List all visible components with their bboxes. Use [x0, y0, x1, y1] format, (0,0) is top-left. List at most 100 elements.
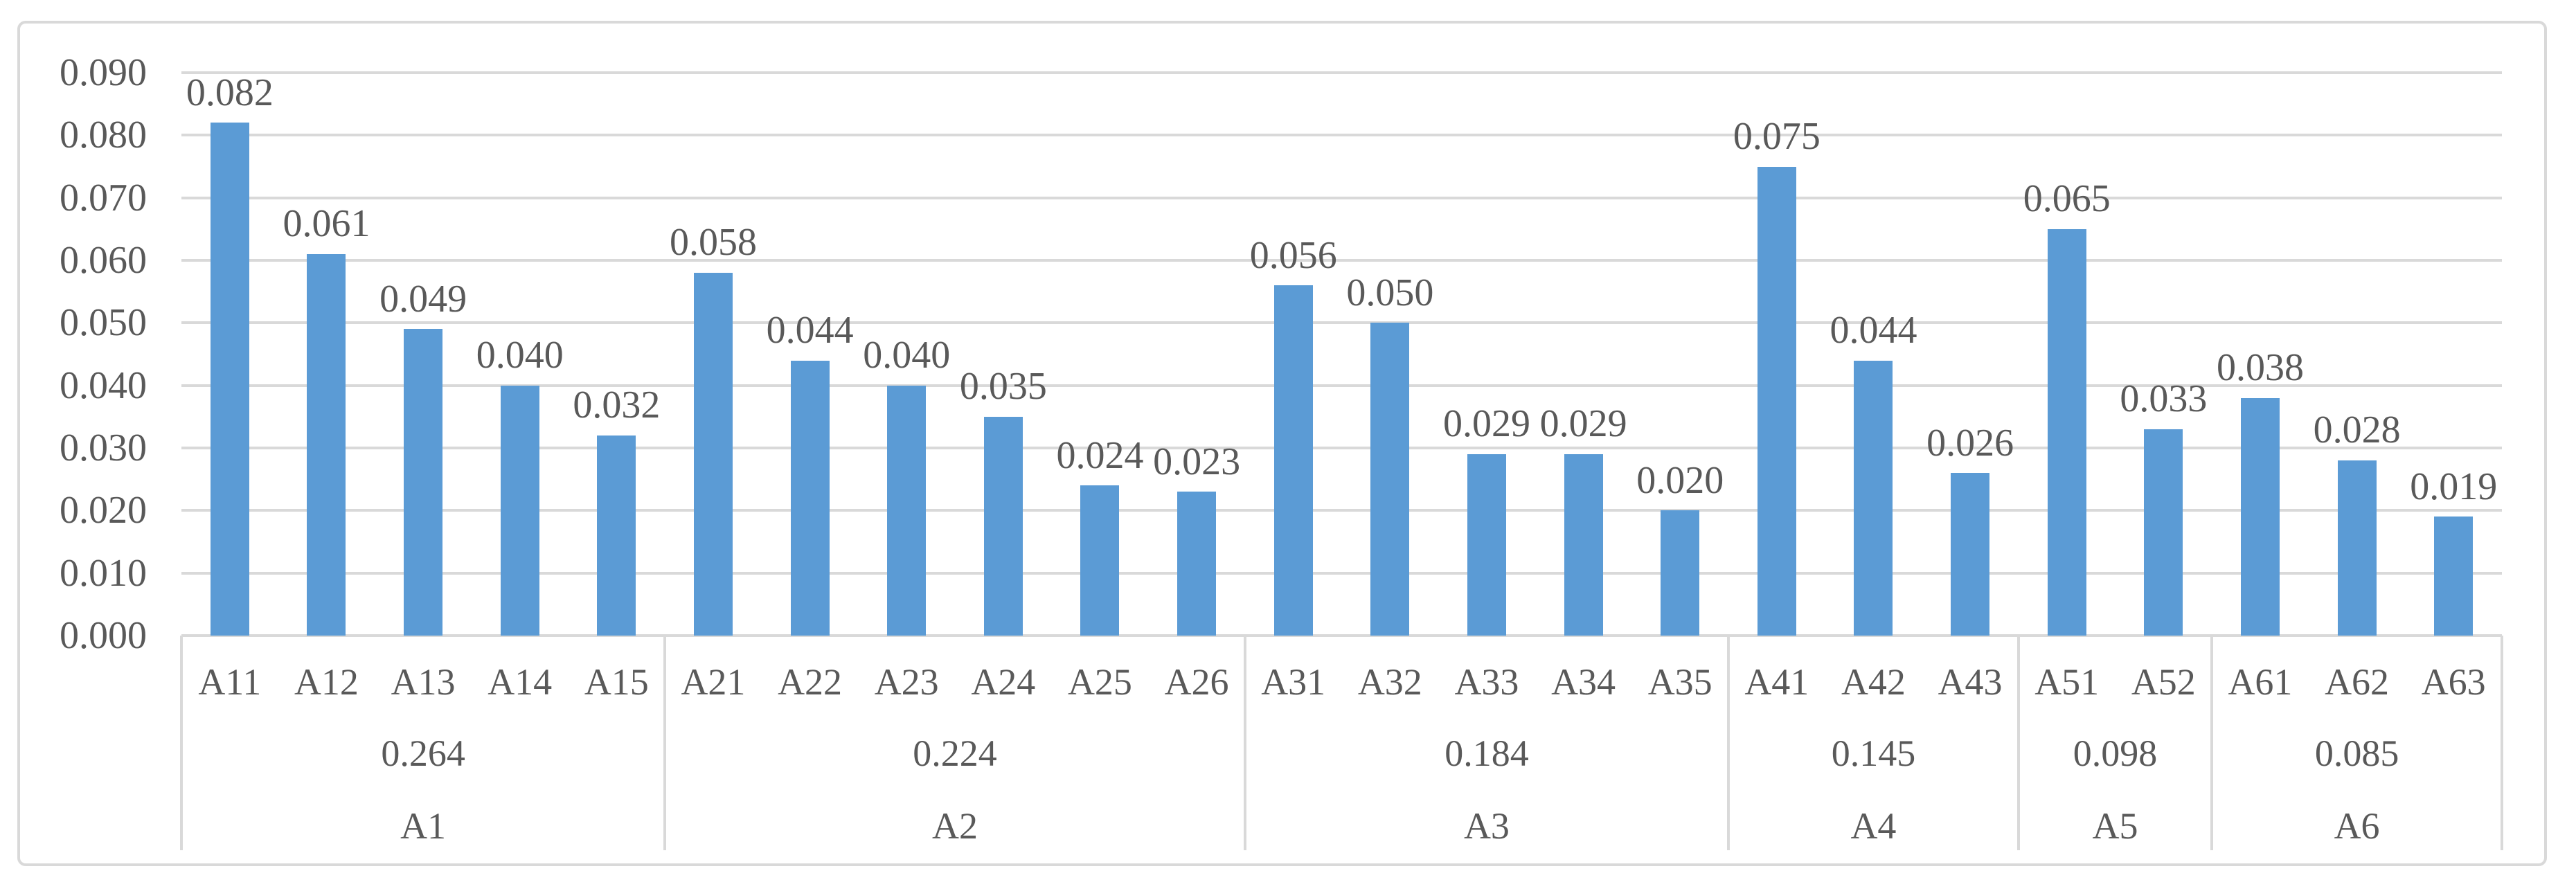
- bar-A43: [1951, 473, 1990, 636]
- group-total-A3: 0.184: [1444, 733, 1529, 774]
- group-name-A1: A1: [400, 805, 447, 847]
- category-separator: [1243, 636, 1246, 850]
- gridline: [181, 571, 2502, 575]
- category-label-A21: A21: [681, 661, 746, 703]
- group-total-A1: 0.264: [381, 733, 465, 774]
- category-label-A31: A31: [1261, 661, 1326, 703]
- bar-A24: [983, 416, 1023, 636]
- category-label-A41: A41: [1744, 661, 1809, 703]
- category-label-A14: A14: [488, 661, 553, 703]
- bar-A15: [597, 435, 636, 636]
- y-tick-label: 0.070: [60, 176, 147, 219]
- y-tick-label: 0.050: [60, 301, 147, 345]
- data-label-A24: 0.035: [959, 365, 1047, 408]
- category-label-A26: A26: [1164, 661, 1229, 703]
- category-label-A33: A33: [1454, 661, 1519, 703]
- data-label-A42: 0.044: [1830, 308, 1917, 352]
- y-tick-label: 0.060: [60, 239, 147, 282]
- y-tick-label: 0.010: [60, 551, 147, 595]
- group-name-A2: A2: [932, 805, 978, 847]
- bar-A32: [1370, 323, 1410, 636]
- data-label-A11: 0.082: [186, 71, 274, 114]
- y-tick-label: 0.020: [60, 489, 147, 532]
- data-label-A15: 0.032: [573, 384, 661, 427]
- data-label-A34: 0.029: [1539, 402, 1627, 446]
- data-label-A31: 0.056: [1249, 233, 1337, 277]
- data-label-A26: 0.023: [1153, 440, 1241, 483]
- group-name-A5: A5: [2092, 805, 2138, 847]
- category-label-A43: A43: [1938, 661, 2003, 703]
- bar-A34: [1564, 454, 1603, 636]
- category-label-A42: A42: [1841, 661, 1906, 703]
- data-label-A22: 0.044: [766, 308, 854, 352]
- group-name-A6: A6: [2334, 805, 2380, 847]
- category-label-A22: A22: [778, 661, 843, 703]
- bar-A23: [887, 385, 927, 636]
- bar-A31: [1273, 285, 1313, 636]
- gridline: [181, 196, 2502, 199]
- category-label-A32: A32: [1357, 661, 1422, 703]
- category-label-A12: A12: [294, 661, 359, 703]
- y-tick-label: 0.080: [60, 114, 147, 157]
- category-separator: [2501, 636, 2503, 850]
- bar-A13: [404, 329, 443, 636]
- category-label-A15: A15: [584, 661, 649, 703]
- bar-A21: [693, 273, 733, 636]
- plot-area: 0.082 0.061 0.049 0.040 0.032 0.058 0.044 0.040…: [181, 71, 2502, 637]
- category-label-A62: A62: [2325, 661, 2390, 703]
- category-separator: [663, 636, 667, 850]
- category-label-A24: A24: [971, 661, 1036, 703]
- category-separator: [2016, 636, 2020, 850]
- bar-A61: [2240, 397, 2280, 636]
- bar-A26: [1177, 492, 1217, 636]
- y-tick-label: 0.090: [60, 51, 147, 94]
- data-label-A63: 0.019: [2410, 465, 2498, 508]
- data-label-A35: 0.020: [1636, 458, 1724, 502]
- category-label-A13: A13: [391, 661, 456, 703]
- bar-A14: [500, 385, 539, 636]
- bar-A52: [2144, 429, 2183, 636]
- data-label-A62: 0.028: [2313, 408, 2401, 452]
- category-label-A23: A23: [874, 661, 939, 703]
- category-label-A61: A61: [2228, 661, 2293, 703]
- category-label-A63: A63: [2421, 661, 2486, 703]
- bar-A12: [307, 253, 346, 636]
- bar-A42: [1854, 360, 1893, 636]
- data-label-A21: 0.058: [669, 221, 757, 264]
- category-separator: [1727, 636, 1730, 850]
- bar-A33: [1467, 454, 1506, 636]
- data-label-A12: 0.061: [283, 202, 370, 246]
- category-label-A51: A51: [2034, 661, 2100, 703]
- data-label-A61: 0.038: [2216, 346, 2304, 390]
- bar-A62: [2337, 460, 2377, 636]
- y-tick-label: 0.000: [60, 614, 147, 657]
- group-total-A4: 0.145: [1831, 733, 1916, 774]
- data-label-A14: 0.040: [476, 334, 564, 377]
- category-separator: [180, 636, 183, 850]
- category-label-A25: A25: [1067, 661, 1132, 703]
- data-label-A41: 0.075: [1733, 114, 1821, 158]
- group-total-A6: 0.085: [2314, 733, 2399, 774]
- data-label-A13: 0.049: [379, 277, 467, 321]
- bar-A63: [2434, 517, 2474, 636]
- group-total-A2: 0.224: [913, 733, 997, 774]
- category-label-A35: A35: [1647, 661, 1712, 703]
- bar-A11: [210, 123, 249, 636]
- data-label-A25: 0.024: [1056, 433, 1144, 477]
- bar-A25: [1080, 485, 1120, 636]
- data-label-A43: 0.026: [1926, 421, 2014, 465]
- bar-A22: [790, 360, 830, 636]
- data-label-A32: 0.050: [1346, 271, 1434, 314]
- y-tick-label: 0.030: [60, 426, 147, 469]
- gridline: [181, 509, 2502, 512]
- bar-A51: [2047, 228, 2086, 636]
- x-axis-line: [181, 634, 2502, 637]
- y-tick-label: 0.040: [60, 363, 147, 407]
- category-separator: [2210, 636, 2214, 850]
- data-label-A52: 0.033: [2120, 377, 2208, 421]
- gridline: [181, 134, 2502, 137]
- data-label-A51: 0.065: [2023, 177, 2111, 221]
- gridline: [181, 447, 2502, 449]
- bar-A41: [1757, 166, 1796, 636]
- category-label-A52: A52: [2131, 661, 2196, 703]
